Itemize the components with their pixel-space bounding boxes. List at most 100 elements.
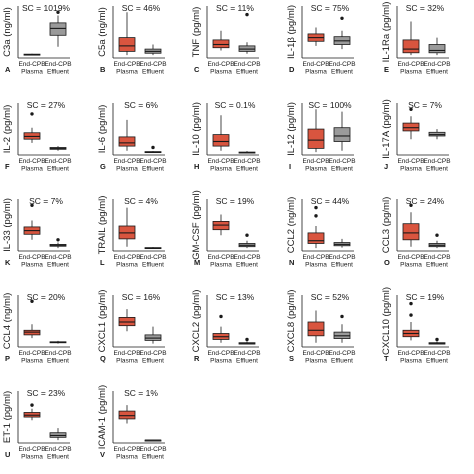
box-plasma [118, 12, 136, 56]
x-tick-label: End-CPB Effluent [233, 350, 260, 365]
x-tick-label: End-CPB Effluent [139, 350, 166, 365]
box-plasma [23, 203, 41, 240]
panel-letter: N [289, 258, 294, 267]
panel-p: CCL4 (ng/ml) SC = 20% P End-CPB PlasmaEnd-CP… [2, 292, 72, 365]
panel-k: IL-33 (pg/ml) SC = 7% K End-CPB PlasmaEnd-CP… [2, 196, 72, 269]
x-tick-label: End-CPB Plasma [302, 61, 329, 76]
panel-u: ET-1 (pg/ml) SC = 23% U End-CPB PlasmaEnd-CP… [2, 388, 72, 461]
iqr-box [118, 410, 136, 420]
panel-j: IL-17A (pg/ml) SC = 7% J End-CPB PlasmaEnd-C… [381, 99, 451, 172]
outlier-point [409, 107, 413, 112]
sc-annotation: SC = 1% [124, 388, 158, 398]
sc-annotation: SC = 4% [124, 196, 158, 206]
box-effluent [333, 111, 351, 151]
sc-annotation: SC = 6% [124, 100, 158, 110]
y-axis-label: IL-1Ra (pg/ml) [381, 2, 392, 63]
panel-letter: I [289, 162, 291, 171]
box-effluent [49, 428, 67, 441]
outlier-point [30, 112, 34, 116]
y-axis-label: IL-17A (pg/ml) [381, 99, 392, 159]
iqr-box [428, 44, 446, 54]
panel-q: CXCL1 (pg/ml) SC = 16% Q End-CPB PlasmaEnd-C… [97, 290, 167, 365]
outlier-point [30, 403, 34, 407]
sc-annotation: SC = 0.1% [215, 100, 256, 110]
panel-letter: R [194, 354, 200, 363]
outlier-point [245, 12, 249, 17]
outlier-point [151, 145, 155, 150]
panel-c: TNF (pg/ml) SC = 11% C End-CPB PlasmaEnd-CPB… [191, 3, 261, 76]
x-tick-label: End-CPB Effluent [44, 61, 71, 76]
y-axis-label: CXCL1 (pg/ml) [97, 290, 108, 353]
sc-annotation: SC = 7% [408, 100, 442, 110]
sc-annotation: SC = 20% [27, 292, 66, 302]
box-effluent [144, 247, 162, 250]
y-axis-label: TRAIL (pg/ml) [97, 196, 108, 255]
box-effluent [333, 314, 351, 343]
x-tick-label: End-CPB Effluent [139, 158, 166, 173]
box-plasma [212, 115, 230, 151]
y-axis-label: CCL3 (pg/ml) [381, 197, 392, 254]
panel-a: C3a (ng/ml) SC = 1019% A End-CPB PlasmaEnd-C… [2, 3, 72, 76]
panel-i: IL-12 (pg/ml) SC = 100% I End-CPB PlasmaEnd-… [286, 100, 356, 173]
outlier-point [409, 301, 413, 306]
panel-t: CXCL10 (pg/ml) SC = 19% T End-CPB PlasmaEnd-… [381, 287, 451, 365]
panel-f: IL-2 (pg/ml) SC = 27% F End-CPB PlasmaEnd-CP… [2, 100, 72, 173]
y-axis-label: TNF (pg/ml) [191, 7, 202, 58]
x-tick-label: End-CPB Plasma [207, 350, 234, 365]
box-plasma [307, 109, 325, 153]
y-axis-label: CCL2 (ng/ml) [286, 197, 297, 254]
sc-annotation: SC = 24% [406, 196, 445, 206]
x-tick-label: End-CPB Plasma [18, 446, 45, 461]
y-axis-label: IL-10 (pg/ml) [191, 102, 202, 156]
box-effluent [238, 233, 256, 249]
panel-letter: F [5, 162, 10, 171]
outlier-point [245, 337, 249, 342]
sc-annotation: SC = 23% [27, 388, 66, 398]
x-tick-label: End-CPB Effluent [139, 446, 166, 461]
outlier-point [30, 299, 34, 303]
y-axis-label: ET-1 (pg/ml) [2, 391, 13, 443]
sc-annotation: SC = 44% [311, 196, 350, 206]
y-axis-label: GM-CSF (pg/ml) [191, 190, 202, 260]
x-tick-label: End-CPB Effluent [139, 61, 166, 76]
x-tick-label: End-CPB Effluent [328, 350, 355, 365]
outlier-point [314, 214, 318, 218]
x-tick-label: End-CPB Plasma [397, 61, 424, 76]
box-plasma [402, 107, 420, 140]
panel-h: IL-10 (pg/ml) SC = 0.1% H End-CPB PlasmaEnd-… [191, 100, 261, 173]
x-tick-label: End-CPB Effluent [423, 61, 450, 76]
panel-e: IL-1Ra (pg/ml) SC = 32% E End-CPB PlasmaEnd-… [381, 2, 451, 76]
y-axis-label: IL-6 (pg/ml) [97, 105, 108, 154]
box-effluent [144, 44, 162, 56]
box-effluent [428, 337, 446, 345]
box-plasma [402, 203, 420, 247]
box-plasma [23, 403, 41, 421]
iqr-box [402, 223, 420, 241]
box-plasma [402, 21, 420, 56]
outlier-point [56, 238, 60, 242]
panel-d: IL-1β (pg/ml) SC = 75% D End-CPB PlasmaEnd-C… [286, 3, 356, 76]
panel-letter: O [384, 258, 390, 267]
box-effluent [428, 37, 446, 56]
sc-annotation: SC = 52% [311, 292, 350, 302]
panel-letter: H [194, 162, 199, 171]
x-tick-label: End-CPB Plasma [207, 61, 234, 76]
panel-letter: E [384, 65, 389, 74]
x-tick-label: End-CPB Plasma [18, 158, 45, 173]
box-plasma [118, 119, 136, 151]
panel-l: TRAIL (pg/ml) SC = 4% L End-CPB PlasmaEnd-CP… [97, 196, 167, 269]
iqr-box [49, 22, 67, 36]
x-tick-label: End-CPB Plasma [397, 158, 424, 173]
panel-letter: M [194, 258, 200, 267]
panel-letter: L [100, 258, 105, 267]
sc-annotation: SC = 13% [216, 292, 255, 302]
outlier-point [245, 233, 249, 237]
y-axis-label: ICAM-1 (pg/ml) [97, 385, 108, 449]
iqr-box [307, 128, 325, 149]
panel-o: CCL3 (pg/ml) SC = 24% O End-CPB PlasmaEnd-CP… [381, 196, 451, 269]
y-axis-label: C5a (ng/ml) [97, 7, 108, 57]
x-tick-label: End-CPB Effluent [423, 350, 450, 365]
x-tick-label: End-CPB Effluent [328, 254, 355, 269]
panel-letter: P [5, 354, 10, 363]
